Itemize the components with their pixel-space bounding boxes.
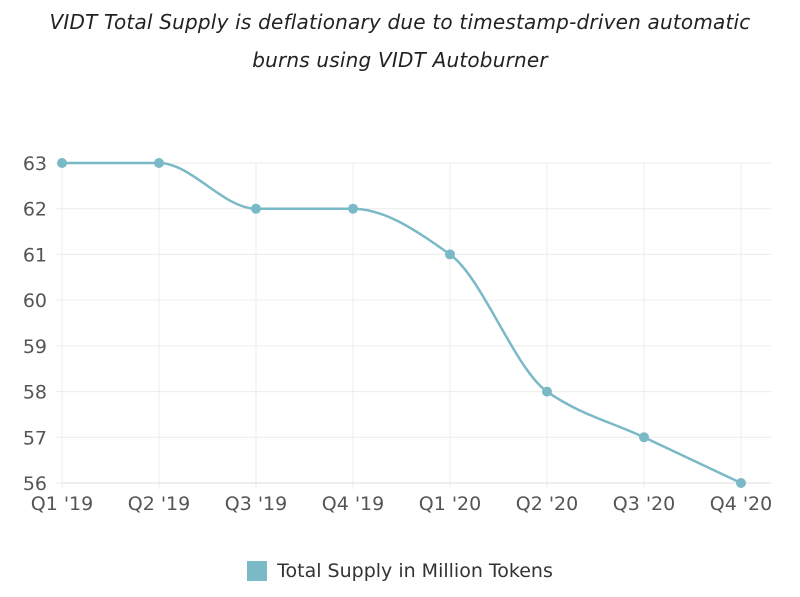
x-tick-label: Q4 '20 xyxy=(710,493,772,515)
series-line-layer xyxy=(62,161,742,485)
x-tick-label: Q1 '19 xyxy=(31,493,93,515)
data-point xyxy=(736,478,746,488)
y-tick-label: 58 xyxy=(23,382,47,404)
data-point xyxy=(639,432,649,443)
data-point xyxy=(348,203,358,214)
x-tick-label: Q3 '19 xyxy=(225,493,287,515)
data-point xyxy=(445,249,455,260)
y-tick-label: 61 xyxy=(23,244,47,266)
data-points xyxy=(57,158,746,488)
y-tick-label: 60 xyxy=(23,290,47,312)
chart-title-line-2: burns using VIDT Autoburner xyxy=(252,48,548,72)
x-tick-label: Q2 '19 xyxy=(128,493,190,515)
legend-swatch xyxy=(247,561,268,581)
grid xyxy=(56,162,771,489)
data-point xyxy=(154,158,164,168)
data-point xyxy=(542,386,552,397)
y-tick-label: 59 xyxy=(23,336,47,358)
x-tick-label: Q1 '20 xyxy=(419,493,481,515)
x-tick-label: Q2 '20 xyxy=(516,493,578,515)
legend-label: Total Supply in Million Tokens xyxy=(277,560,553,582)
data-point xyxy=(57,158,67,168)
x-tick-label: Q4 '19 xyxy=(322,493,384,515)
series-line xyxy=(62,161,742,485)
y-tick-label: 63 xyxy=(23,153,47,175)
data-point xyxy=(251,203,261,214)
y-tick-label: 62 xyxy=(23,199,47,221)
x-tick-label: Q3 '20 xyxy=(613,493,675,515)
y-tick-label: 56 xyxy=(23,473,47,495)
chart-title-line-1: VIDT Total Supply is deflationary due to… xyxy=(49,10,751,34)
y-tick-label: 57 xyxy=(23,427,47,449)
legend[interactable]: Total Supply in Million Tokens xyxy=(0,560,800,582)
